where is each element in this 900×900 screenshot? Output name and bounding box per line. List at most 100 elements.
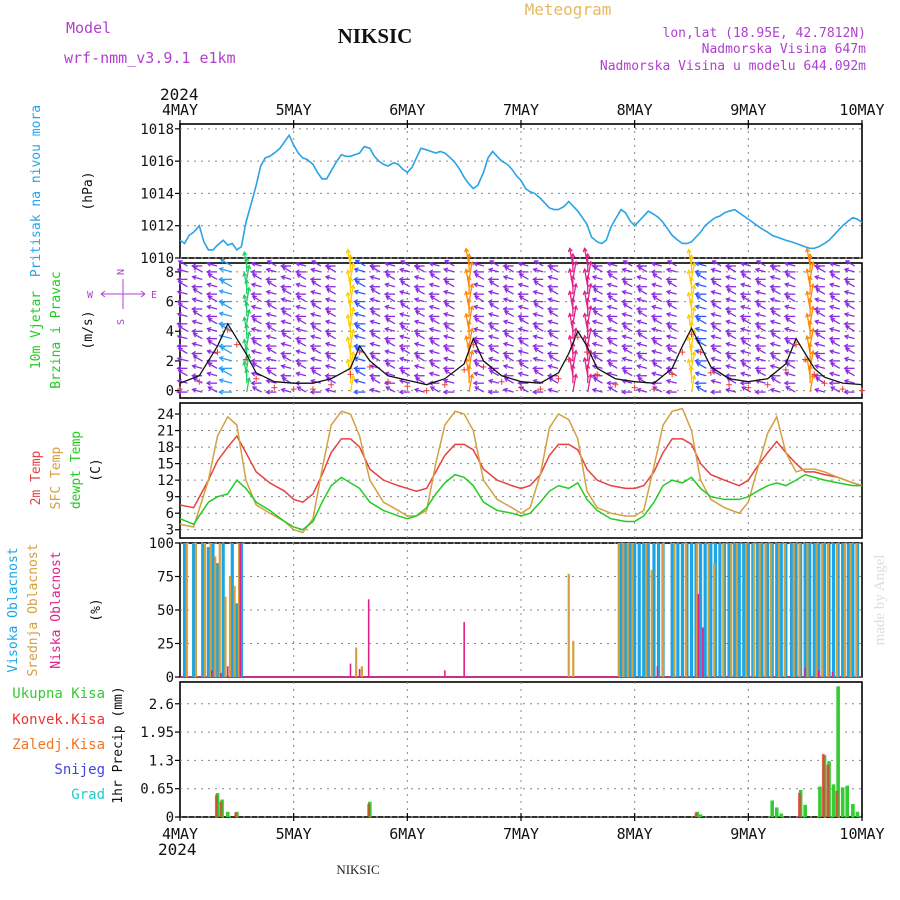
- wind-arrow: [503, 320, 514, 325]
- wind-arrowhead: [711, 325, 717, 331]
- wind-arrowhead: [724, 306, 730, 312]
- wind-arrowhead: [295, 371, 301, 377]
- wind-arrowhead: [815, 332, 821, 338]
- wind-arrowhead: [587, 282, 593, 288]
- cloud-bar: [770, 543, 774, 677]
- wind-arrow: [712, 281, 722, 288]
- wind-arrowhead: [694, 380, 700, 386]
- cloud-bar: [746, 543, 750, 677]
- cloud-bar: [713, 543, 717, 677]
- x-axis-top-label: 6MAY: [389, 101, 425, 119]
- wind-arrowhead: [828, 326, 835, 332]
- wind-arrowhead: [785, 340, 791, 345]
- wind-arrow: [667, 281, 677, 288]
- precip-legend-item: Ukupna Kisa: [12, 686, 105, 702]
- wind-arrow: [726, 310, 737, 317]
- wind-arrowhead: [725, 319, 731, 325]
- wind-arrow: [355, 302, 366, 310]
- wind-arrow: [806, 269, 811, 287]
- wind-arrowhead: [769, 364, 775, 370]
- wind-arrowhead: [694, 371, 700, 377]
- wind-arrow: [712, 325, 722, 332]
- wind-arrowhead: [572, 304, 579, 311]
- wind-arrowhead: [281, 310, 287, 316]
- wind-arrow: [690, 307, 696, 324]
- wind-arrowhead: [548, 310, 554, 316]
- wind-arrow: [371, 288, 381, 295]
- wind-arrowhead: [784, 371, 790, 377]
- wind-arrow: [815, 333, 826, 340]
- precip-legend-item: Zaledj.Kisa: [12, 737, 105, 753]
- wind-arrowhead: [206, 282, 212, 288]
- wind-arrow: [569, 313, 574, 332]
- temp-ylabel-2m: 2m Temp: [29, 450, 44, 505]
- wind-arrowhead: [443, 334, 449, 340]
- wind-arrowhead: [250, 282, 256, 288]
- cloud-bar: [652, 543, 656, 677]
- wind-arrowhead: [843, 298, 849, 305]
- cloud-bar: [737, 543, 741, 677]
- wind-arrowhead: [296, 386, 302, 391]
- wind-arrowhead: [429, 362, 435, 368]
- wind-arrowhead: [192, 310, 198, 316]
- cloud-bar: [650, 569, 653, 677]
- wind-arrowhead: [350, 306, 356, 312]
- wind-arrow: [346, 270, 352, 287]
- cloud-bar: [661, 543, 665, 677]
- wind-arrowhead: [350, 374, 356, 380]
- model-name: wrf-nmm_v3.9.1 e1km: [64, 49, 236, 67]
- wind-arrow: [667, 325, 677, 332]
- wind-arrow: [246, 287, 250, 302]
- wind-arrow: [623, 325, 633, 332]
- wind-arrow: [667, 347, 677, 355]
- wind-arrowhead: [246, 331, 252, 337]
- wind-arrow: [809, 328, 814, 347]
- wind-arrowhead: [400, 303, 406, 308]
- wind-arrow: [443, 335, 455, 340]
- wind-arrow: [371, 333, 381, 340]
- wind-arrowhead: [686, 269, 692, 275]
- precipitation-ytick-label: 1.3: [149, 753, 174, 769]
- wind-arrowhead: [218, 289, 224, 295]
- wind-arrowhead: [354, 280, 360, 286]
- wind-arrow: [219, 312, 233, 318]
- wind-arrowhead: [487, 312, 494, 318]
- wind-arrowhead: [532, 276, 537, 282]
- wind-arrowhead: [191, 328, 196, 334]
- wind-arrowhead: [666, 303, 672, 308]
- wind-arrowhead: [755, 281, 761, 286]
- wind-arrowhead: [843, 267, 849, 273]
- wind-arrowhead: [398, 343, 404, 349]
- wind-arrow: [399, 268, 410, 273]
- wind-arrowhead: [686, 291, 692, 297]
- wind-arrowhead: [444, 260, 450, 265]
- cloud-bar: [709, 543, 713, 677]
- wind-arrowhead: [325, 355, 331, 360]
- wind-arrow: [784, 283, 796, 288]
- wind-arrowhead: [177, 370, 183, 375]
- wind-arrow: [385, 328, 396, 332]
- wind-gust-mark: [347, 371, 354, 378]
- precip-bar: [774, 807, 779, 817]
- wind-arrowhead: [251, 318, 257, 323]
- wind-arrow: [355, 325, 366, 332]
- wind-arrowhead: [310, 356, 316, 362]
- wind-arrow: [399, 357, 410, 362]
- wind-arrowhead: [828, 304, 835, 310]
- wind-arrowhead: [472, 313, 478, 319]
- precipitation-ytick-label: 0.65: [140, 782, 174, 798]
- wind-arrowhead: [385, 273, 391, 279]
- wind-arrowhead: [784, 326, 790, 332]
- wind-arrow: [533, 290, 544, 295]
- wind-arrowhead: [591, 341, 597, 347]
- wind-arrowhead: [428, 336, 434, 342]
- wind-arrowhead: [280, 328, 285, 334]
- wind-arrowhead: [621, 289, 627, 295]
- wind-arrowhead: [250, 349, 256, 355]
- wind-arrowhead: [650, 269, 656, 275]
- wind-arrow: [297, 340, 307, 347]
- wind-arrowhead: [218, 355, 224, 361]
- wind-arrowhead: [429, 340, 435, 345]
- wind-arrowhead: [636, 387, 642, 393]
- wind-arrow: [770, 365, 781, 369]
